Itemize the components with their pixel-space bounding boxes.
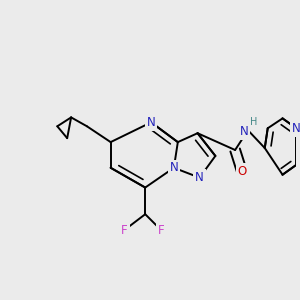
Text: N: N bbox=[292, 122, 300, 135]
Text: N: N bbox=[240, 125, 248, 138]
Text: N: N bbox=[169, 161, 178, 174]
Text: F: F bbox=[121, 224, 128, 236]
Text: N: N bbox=[195, 171, 204, 184]
Text: N: N bbox=[147, 116, 155, 129]
Text: F: F bbox=[158, 224, 164, 236]
Text: O: O bbox=[237, 165, 247, 178]
Text: H: H bbox=[250, 117, 258, 127]
